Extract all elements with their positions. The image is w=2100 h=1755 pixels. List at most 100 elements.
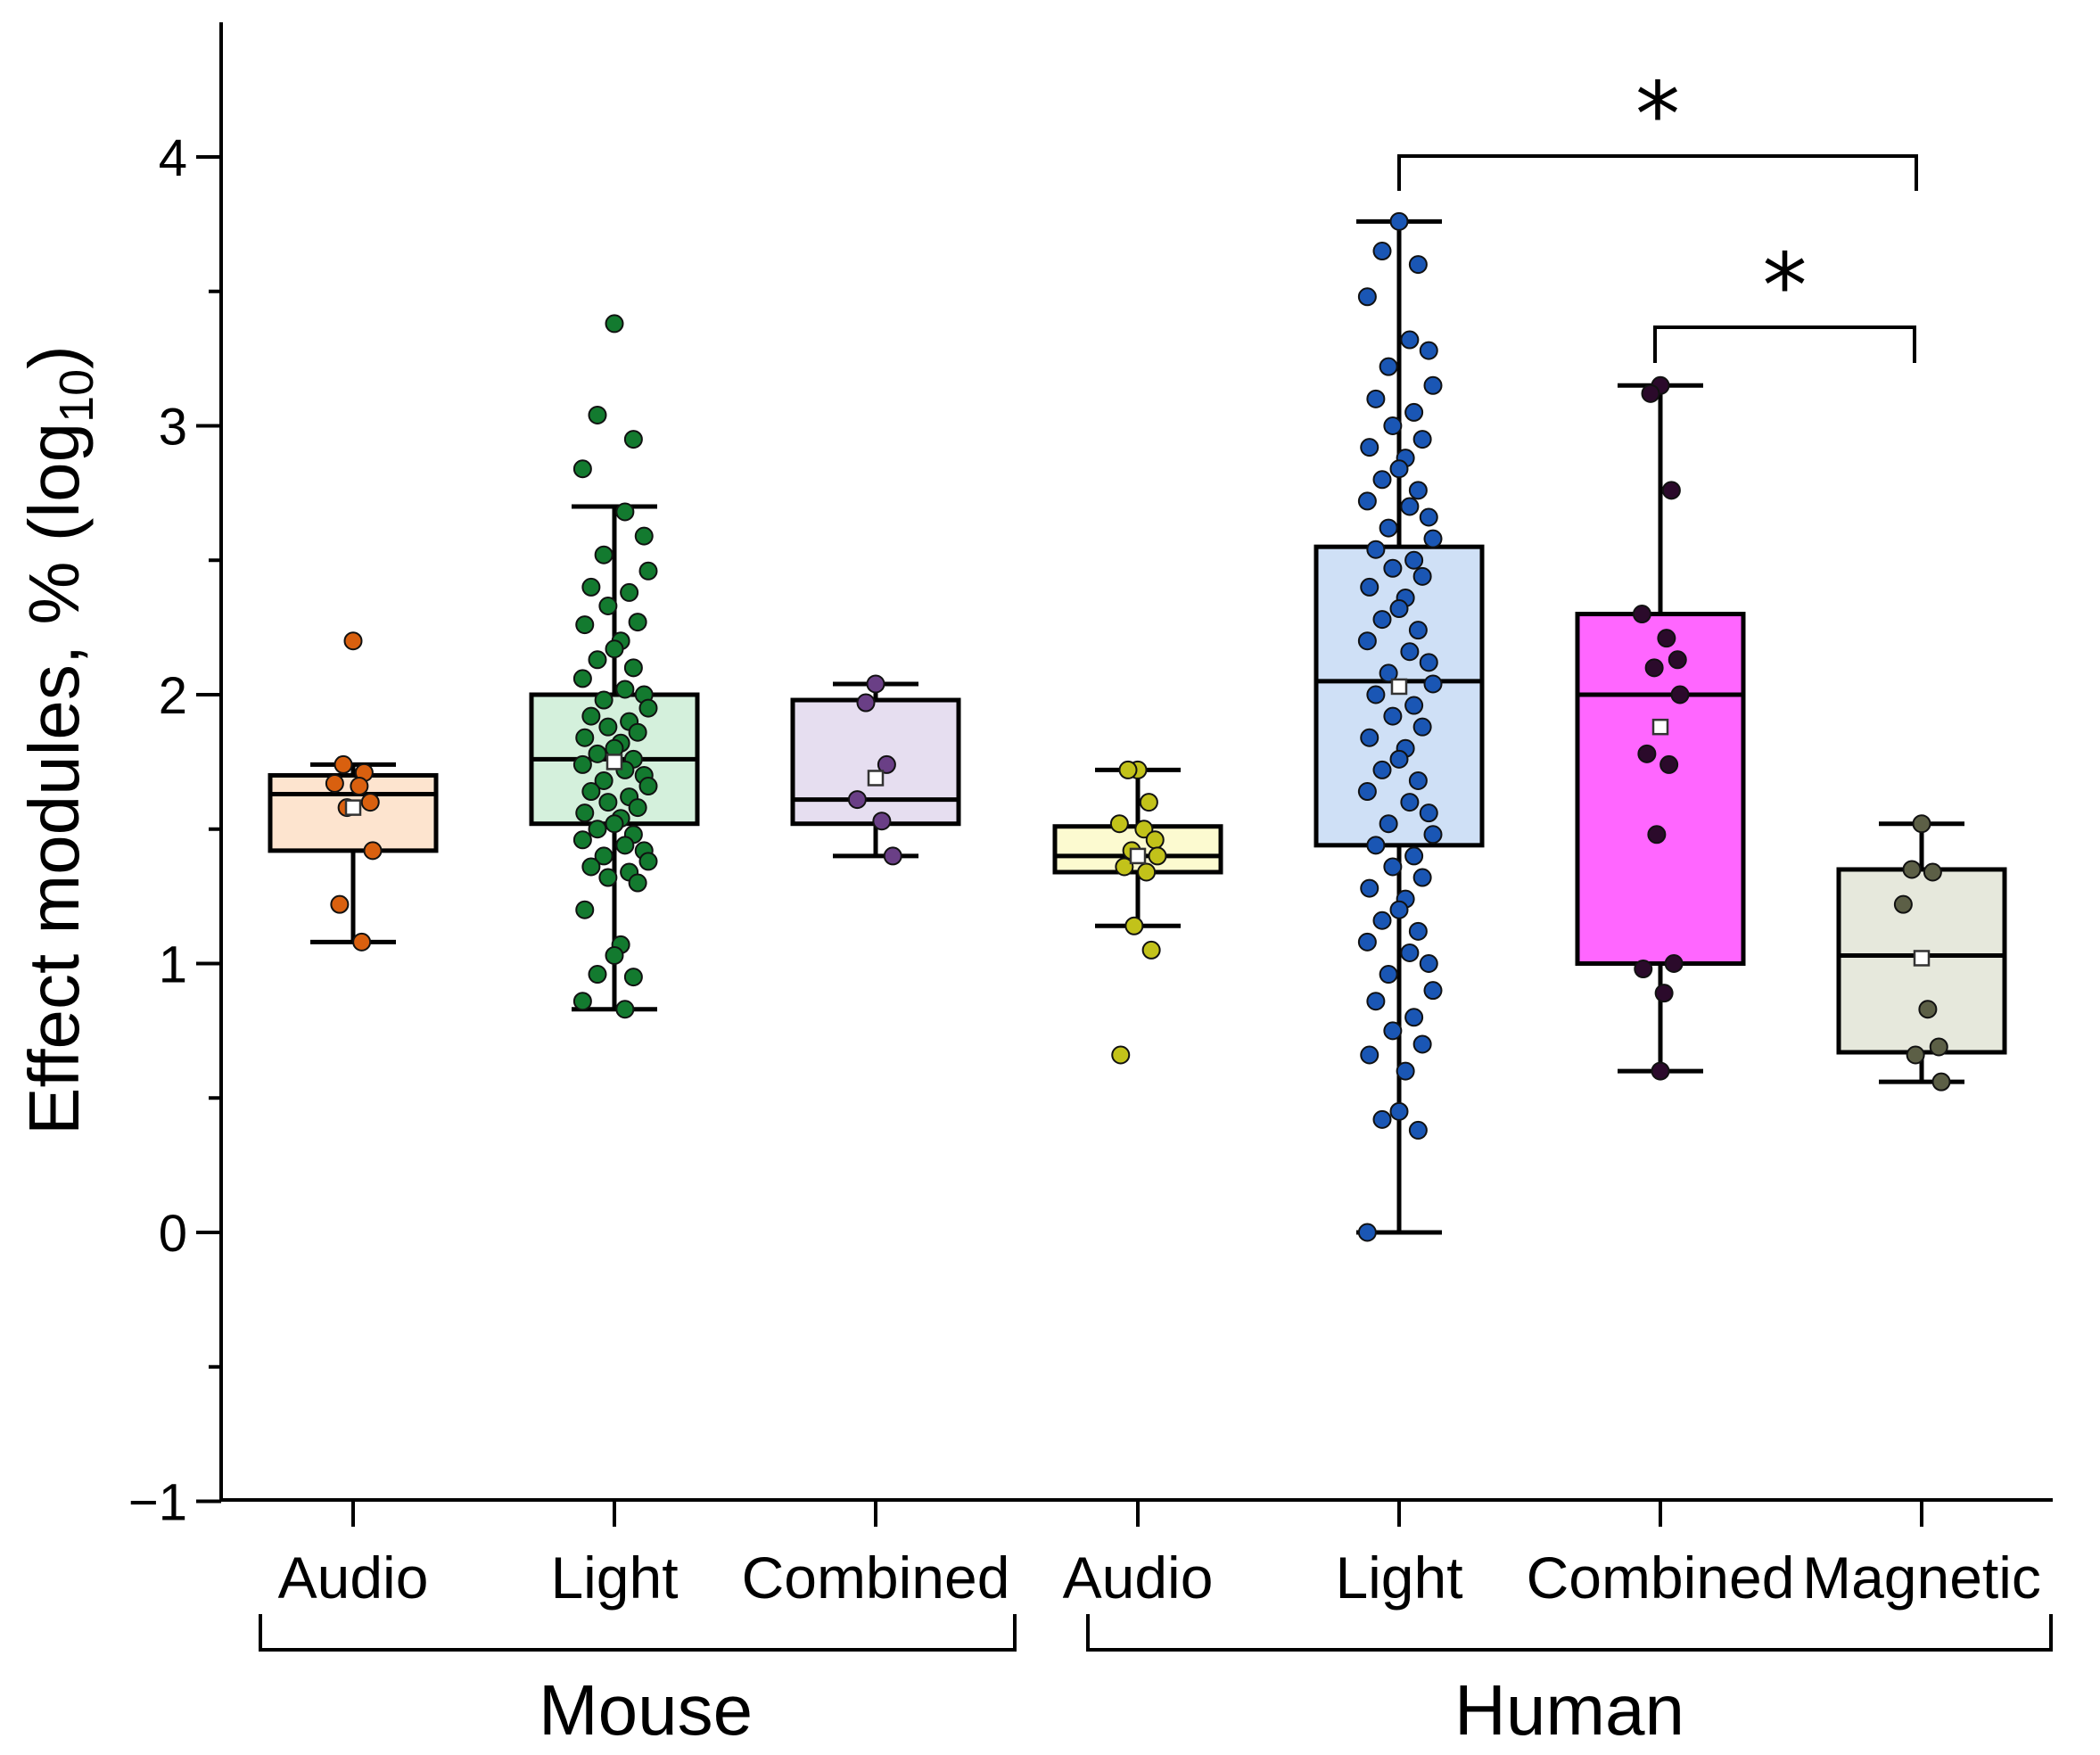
data-point xyxy=(581,706,601,726)
data-point xyxy=(1408,621,1428,640)
data-point xyxy=(1389,900,1409,919)
data-point xyxy=(343,631,363,651)
data-point xyxy=(628,798,647,818)
data-point xyxy=(1379,965,1398,985)
data-point xyxy=(598,597,618,616)
data-point xyxy=(883,846,902,866)
data-point xyxy=(1412,430,1432,449)
data-point xyxy=(1360,728,1379,747)
mean-marker xyxy=(605,754,623,770)
data-point xyxy=(334,754,353,774)
data-point xyxy=(363,841,383,861)
data-point xyxy=(1372,470,1392,490)
data-point xyxy=(615,1000,635,1019)
data-point xyxy=(1657,629,1676,648)
data-point xyxy=(325,773,344,793)
x-ticks: Audio Light Combined Audio Light Combined Magn… xyxy=(278,1500,2041,1611)
data-point xyxy=(1134,820,1154,839)
data-point xyxy=(638,561,658,581)
data-point xyxy=(598,793,618,812)
data-point xyxy=(623,968,643,987)
significance-bracket xyxy=(1397,154,1918,191)
mean-marker xyxy=(344,799,362,816)
data-point xyxy=(847,790,867,810)
data-point xyxy=(1118,760,1138,779)
x-tick-label: Light xyxy=(1335,1545,1462,1611)
data-point xyxy=(1423,529,1443,548)
data-point xyxy=(1906,1045,1925,1065)
data-point xyxy=(1360,438,1379,457)
mean-marker xyxy=(1913,950,1931,967)
data-point xyxy=(1404,846,1424,866)
data-point xyxy=(1366,836,1386,855)
data-point xyxy=(1412,1034,1432,1054)
data-point xyxy=(1419,653,1438,672)
data-point xyxy=(1641,383,1660,403)
data-point xyxy=(628,873,647,893)
data-point xyxy=(1379,357,1398,376)
y-tick-label: 3 xyxy=(159,399,187,457)
data-point xyxy=(856,693,876,713)
data-point xyxy=(1372,242,1392,261)
data-point xyxy=(1400,330,1420,350)
significance-bracket xyxy=(1653,325,1916,363)
data-point xyxy=(575,900,595,919)
data-point xyxy=(1651,1061,1670,1081)
y-axis-title-end: ) xyxy=(14,345,94,369)
data-point xyxy=(572,459,592,479)
mean-marker xyxy=(867,770,885,787)
data-point xyxy=(588,650,607,670)
x-tick-label: Magnetic xyxy=(1802,1545,2041,1611)
data-point xyxy=(1408,1120,1428,1140)
mean-marker xyxy=(1129,847,1147,865)
data-point xyxy=(1423,825,1443,845)
data-point xyxy=(1379,518,1398,538)
data-point xyxy=(1383,1021,1403,1041)
data-point xyxy=(1412,868,1432,887)
y-tick-label: 0 xyxy=(159,1205,187,1263)
data-point xyxy=(634,526,654,546)
significance-star: * xyxy=(1763,234,1808,338)
data-point xyxy=(1408,770,1428,790)
data-point xyxy=(581,577,601,597)
data-point xyxy=(1893,894,1913,914)
data-point xyxy=(598,717,618,737)
data-point xyxy=(1372,1109,1392,1129)
data-point xyxy=(1400,793,1420,812)
data-point xyxy=(594,690,614,710)
data-point xyxy=(615,502,635,522)
group-label: Mouse xyxy=(539,1670,753,1750)
data-point xyxy=(1404,696,1424,715)
data-point xyxy=(1360,1045,1379,1065)
data-point xyxy=(1372,910,1392,930)
data-point xyxy=(588,744,607,763)
data-point xyxy=(1929,1037,1948,1057)
data-point xyxy=(1661,481,1681,500)
data-point xyxy=(1137,862,1157,882)
data-point xyxy=(360,793,380,812)
data-point xyxy=(330,894,350,914)
data-point xyxy=(581,857,601,877)
y-tick-label: 2 xyxy=(159,667,187,725)
data-point xyxy=(1923,862,1942,882)
data-point xyxy=(1664,954,1684,973)
data-point xyxy=(1383,558,1403,578)
data-point xyxy=(1360,577,1379,597)
data-point xyxy=(588,820,607,839)
y-axis-title: Effect modules, % (log10) xyxy=(14,345,103,1135)
points xyxy=(325,211,1951,1242)
data-point xyxy=(1644,658,1664,678)
data-point xyxy=(1419,507,1438,527)
data-point xyxy=(598,868,618,887)
y-axis-title-main: Effect modules, % (log xyxy=(14,423,94,1135)
data-point xyxy=(1400,497,1420,516)
data-point xyxy=(1357,491,1377,511)
data-point xyxy=(605,814,624,834)
data-point xyxy=(628,722,647,742)
data-point xyxy=(1379,814,1398,834)
data-point xyxy=(638,698,658,718)
data-point xyxy=(1115,857,1134,877)
data-point xyxy=(615,836,635,855)
data-point xyxy=(1423,674,1443,694)
data-point xyxy=(615,680,635,699)
